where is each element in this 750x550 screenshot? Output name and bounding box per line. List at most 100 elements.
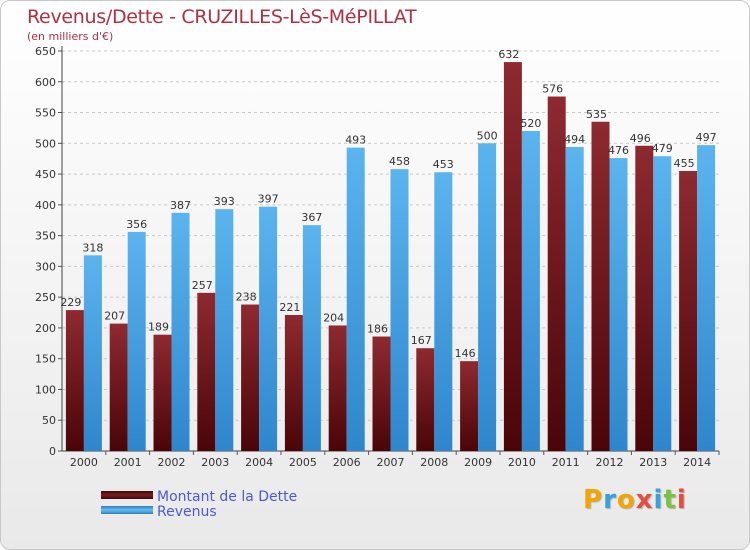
y-tick-label: 350	[35, 230, 56, 243]
bar-revenus	[127, 231, 146, 451]
data-label-dette: 204	[323, 311, 344, 324]
data-label-dette: 455	[674, 157, 695, 170]
data-label-dette: 229	[60, 296, 81, 309]
legend-label-revenus: Revenus	[157, 504, 217, 520]
data-label-revenus: 493	[345, 134, 366, 147]
bar-revenus	[521, 131, 540, 451]
data-label-dette: 496	[630, 132, 651, 145]
logo-letter: i	[676, 485, 687, 515]
bar-dette	[503, 62, 522, 451]
logo-letter: r	[603, 485, 617, 515]
bar-revenus	[302, 225, 321, 451]
y-tick-label: 200	[35, 322, 56, 335]
data-label-revenus: 476	[608, 144, 629, 157]
y-tick-label: 550	[35, 107, 56, 120]
data-label-dette: 576	[542, 83, 563, 96]
bar-dette	[460, 361, 479, 451]
data-label-revenus: 458	[389, 155, 410, 168]
bar-revenus	[83, 255, 102, 451]
y-tick-label: 500	[35, 137, 56, 150]
bar-dette	[284, 315, 303, 451]
data-label-revenus: 520	[520, 117, 541, 130]
logo-letter: t	[663, 485, 677, 515]
data-label-dette: 632	[498, 48, 519, 61]
y-tick-label: 300	[35, 260, 56, 273]
x-tick-label: 2010	[508, 456, 536, 469]
data-label-dette: 189	[148, 321, 169, 334]
x-tick-label: 2007	[377, 456, 405, 469]
x-tick-label: 2003	[201, 456, 229, 469]
x-tick-label: 2001	[114, 456, 142, 469]
bar-revenus	[653, 156, 672, 451]
y-tick-label: 0	[49, 445, 56, 458]
x-tick-label: 2006	[333, 456, 361, 469]
logo-letter: o	[616, 485, 636, 515]
bar-dette	[591, 121, 610, 452]
bar-revenus	[697, 145, 716, 451]
y-tick-label: 150	[35, 353, 56, 366]
bar-revenus	[478, 143, 497, 452]
data-label-dette: 207	[104, 310, 125, 323]
bar-dette	[153, 334, 172, 451]
y-tick-label: 450	[35, 168, 56, 181]
data-label-revenus: 453	[433, 158, 454, 171]
data-label-revenus: 479	[652, 142, 673, 155]
x-tick-label: 2004	[245, 456, 273, 469]
data-label-revenus: 500	[477, 129, 498, 142]
data-label-dette: 167	[411, 334, 432, 347]
legend-swatch-revenus	[101, 506, 153, 514]
bar-revenus	[346, 147, 365, 451]
x-tick-label: 2013	[639, 456, 667, 469]
x-tick-label: 2014	[683, 456, 711, 469]
bar-dette	[109, 323, 128, 451]
bar-dette	[241, 304, 260, 451]
bar-dette	[328, 325, 347, 451]
y-tick-label: 600	[35, 76, 56, 89]
data-label-revenus: 318	[82, 241, 103, 254]
y-tick-label: 400	[35, 199, 56, 212]
data-label-revenus: 393	[214, 195, 235, 208]
bar-dette	[416, 348, 435, 451]
y-tick-label: 100	[35, 383, 56, 396]
bar-dette	[372, 336, 391, 451]
legend-swatch-dette	[101, 491, 153, 499]
bar-dette	[65, 310, 84, 451]
bar-dette	[635, 145, 654, 451]
bar-dette	[547, 96, 566, 452]
data-label-revenus: 397	[258, 193, 279, 206]
data-label-revenus: 494	[564, 133, 585, 146]
proxiti-logo: Proxiti	[583, 485, 687, 515]
data-label-revenus: 387	[170, 199, 191, 212]
data-label-dette: 186	[367, 323, 388, 336]
data-label-dette: 221	[279, 301, 300, 314]
bar-dette	[679, 171, 698, 451]
bar-dette	[197, 292, 216, 451]
y-tick-label: 250	[35, 291, 56, 304]
data-label-revenus: 356	[126, 218, 147, 231]
legend-label-dette: Montant de la Dette	[157, 489, 298, 505]
data-label-dette: 238	[236, 291, 257, 304]
x-tick-label: 2012	[596, 456, 624, 469]
logo-letter: x	[635, 485, 654, 515]
data-label-dette: 535	[586, 108, 607, 121]
data-label-dette: 146	[455, 347, 476, 360]
x-tick-label: 2000	[70, 456, 98, 469]
logo-letter: P	[583, 485, 604, 515]
bar-revenus	[390, 169, 409, 451]
bar-revenus	[609, 158, 628, 452]
x-tick-label: 2002	[158, 456, 186, 469]
chart-title: Revenus/Dette - CRUZILLES-LèS-MéPILLAT	[27, 6, 417, 28]
x-tick-label: 2005	[289, 456, 317, 469]
data-label-revenus: 497	[696, 131, 717, 144]
bar-revenus	[171, 212, 190, 451]
bar-revenus	[434, 172, 453, 451]
y-tick-label: 650	[35, 45, 56, 58]
logo-letter: i	[653, 485, 664, 515]
bar-revenus	[215, 209, 234, 451]
bar-revenus	[565, 147, 584, 451]
x-tick-label: 2008	[420, 456, 448, 469]
x-tick-label: 2009	[464, 456, 492, 469]
y-tick-label: 50	[42, 414, 56, 427]
